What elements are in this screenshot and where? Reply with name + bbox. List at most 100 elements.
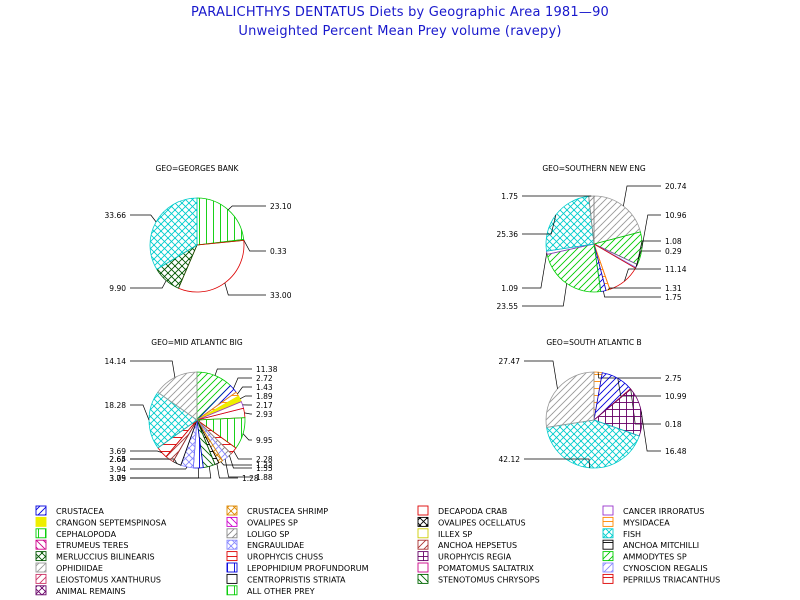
- leader-line: [220, 461, 252, 466]
- legend-swatch: [417, 528, 429, 539]
- leader-line: [239, 395, 252, 400]
- legend-item-lepophidium-profundorum: LEPOPHIDIUM PROFUNDORUM: [226, 562, 369, 573]
- slice-label: 42.12: [499, 455, 521, 464]
- slice-label: 2.75: [665, 374, 682, 383]
- slice-label: 2.65: [109, 455, 126, 464]
- legend-item-cancer-irroratus: CANCER IRRORATUS: [602, 505, 704, 516]
- legend-label: CENTROPRISTIS STRIATA: [247, 575, 346, 584]
- legend-label: OPHIDIIDAE: [56, 564, 103, 573]
- slice-label: 10.99: [665, 392, 687, 401]
- legend-label: STENOTOMUS CHRYSOPS: [438, 575, 540, 584]
- slice-label: 25.36: [497, 230, 519, 239]
- slice-label: 1.88: [256, 473, 273, 482]
- leader-line: [522, 252, 548, 289]
- slice-label: 1.89: [256, 392, 273, 401]
- leader-line: [524, 360, 558, 389]
- legend-label: CANCER IRRORATUS: [623, 507, 704, 516]
- slice-label: 11.14: [665, 265, 687, 274]
- legend-item-ovalipes-sp: OVALIPES SP: [226, 516, 298, 527]
- slice-label: 14.14: [105, 357, 127, 366]
- legend-swatch: [35, 516, 47, 527]
- leader-line: [522, 283, 568, 307]
- legend: CRUSTACEA CRUSTACEA SHRIMP DECAPODA CRAB CA…: [35, 505, 720, 596]
- legend-item-animal-remains: ANIMAL REMAINS: [35, 585, 126, 596]
- legend-label: ILLEX SP: [438, 530, 472, 539]
- leader-line: [607, 287, 661, 291]
- slice-label: 33.66: [105, 211, 127, 220]
- leader-line: [224, 282, 266, 296]
- leader-line: [636, 240, 661, 267]
- legend-label: AMMODYTES SP: [623, 553, 687, 562]
- slice-label: 33.00: [270, 291, 292, 300]
- leader-line: [522, 214, 557, 235]
- pie-title: GEO=GEORGES BANK: [156, 164, 240, 173]
- legend-item-cynoscion-regalis: CYNOSCION REGALIS: [602, 562, 708, 573]
- pie-title: GEO=SOUTH ATLANTIC B: [546, 338, 641, 347]
- legend-label: UROPHYCIS CHUSS: [247, 553, 323, 562]
- legend-swatch: [35, 505, 47, 516]
- legend-label: POMATOMUS SALTATRIX: [438, 564, 534, 573]
- slice-label: 1.75: [501, 192, 518, 201]
- leader-line: [640, 411, 661, 452]
- legend-label: FISH: [623, 530, 641, 539]
- legend-swatch: [602, 528, 614, 539]
- leader-line: [243, 239, 266, 252]
- legend-swatch: [226, 528, 238, 539]
- legend-swatch: [35, 562, 47, 573]
- legend-label: CRANGON SEPTEMSPINOSA: [56, 518, 167, 527]
- pie-slice-fish: [545, 195, 595, 252]
- legend-label: MYSIDACEA: [623, 518, 670, 527]
- slice-label: 2.64: [109, 455, 126, 464]
- leader-line: [130, 360, 176, 378]
- pie-geo-south-atlantic-b: GEO=SOUTH ATLANTIC B 2.75 10.99 0.18 16.48 42…: [499, 338, 687, 469]
- slice-label: 2.17: [256, 401, 273, 410]
- legend-item-ovalipes-ocellatus: OVALIPES OCELLATUS: [417, 516, 526, 527]
- pie-slice-ammodytes-sp: [546, 243, 602, 293]
- legend-item-loligo-sp: LOLIGO SP: [226, 528, 289, 539]
- slice-label: 2.28: [256, 455, 273, 464]
- slice-label: 1.08: [665, 237, 682, 246]
- slice-label: 0.18: [665, 420, 682, 429]
- pie-slice-urophycis-regia: [593, 388, 643, 437]
- legend-swatch: [417, 505, 429, 516]
- legend-label: ALL OTHER PREY: [247, 587, 315, 596]
- legend-swatch: [417, 562, 429, 573]
- leader-line: [130, 404, 150, 421]
- pie-geo-mid-atlantic-big: GEO=MID ATLANTIC BIG 11.382.721.431.892.1…: [105, 338, 278, 483]
- pie-title: GEO=SOUTHERN NEW ENG: [542, 164, 646, 173]
- legend-item-stenotomus-chrysops: STENOTOMUS CHRYSOPS: [417, 573, 540, 584]
- legend-swatch: [226, 573, 238, 584]
- slice-label: 23.10: [270, 202, 292, 211]
- legend-swatch: [602, 551, 614, 562]
- legend-label: CEPHALOPODA: [56, 530, 117, 539]
- slice-label: 3.75: [109, 474, 126, 483]
- legend-item-crustacea: CRUSTACEA: [35, 505, 104, 516]
- legend-label: PEPRILUS TRIACANTHUS: [623, 575, 720, 584]
- leader-line: [130, 466, 188, 470]
- legend-label: CRUSTACEA: [56, 507, 104, 516]
- slice-label: 9.90: [109, 284, 126, 293]
- legend-swatch: [226, 505, 238, 516]
- leader-line: [242, 433, 252, 441]
- legend-item-illex-sp: ILLEX SP: [417, 528, 472, 539]
- slice-label: 9.95: [256, 436, 273, 445]
- legend-swatch: [417, 516, 429, 527]
- legend-swatch: [226, 551, 238, 562]
- legend-swatch: [226, 516, 238, 527]
- slice-label: 1.43: [256, 383, 273, 392]
- pie-title: GEO=MID ATLANTIC BIG: [151, 338, 243, 347]
- pie-slice-ophidiidae: [593, 195, 641, 245]
- legend-swatch: [417, 539, 429, 550]
- legend-item-crustacea-shrimp: CRUSTACEA SHRIMP: [226, 505, 328, 516]
- slice-label: 1.28: [242, 474, 259, 483]
- pie-slice-fish: [148, 391, 198, 449]
- slice-label: 27.47: [499, 357, 521, 366]
- slice-label: 2.93: [256, 410, 273, 419]
- leader-line: [524, 458, 590, 468]
- chart-subtitle: Unweighted Percent Mean Prey volume (rav…: [238, 24, 562, 39]
- legend-swatch: [226, 539, 238, 550]
- slice-label: 3.94: [109, 465, 126, 474]
- legend-item-crangon-septemspinosa: CRANGON SEPTEMSPINOSA: [35, 516, 167, 527]
- legend-label: LOLIGO SP: [247, 530, 289, 539]
- leader-line: [214, 368, 252, 376]
